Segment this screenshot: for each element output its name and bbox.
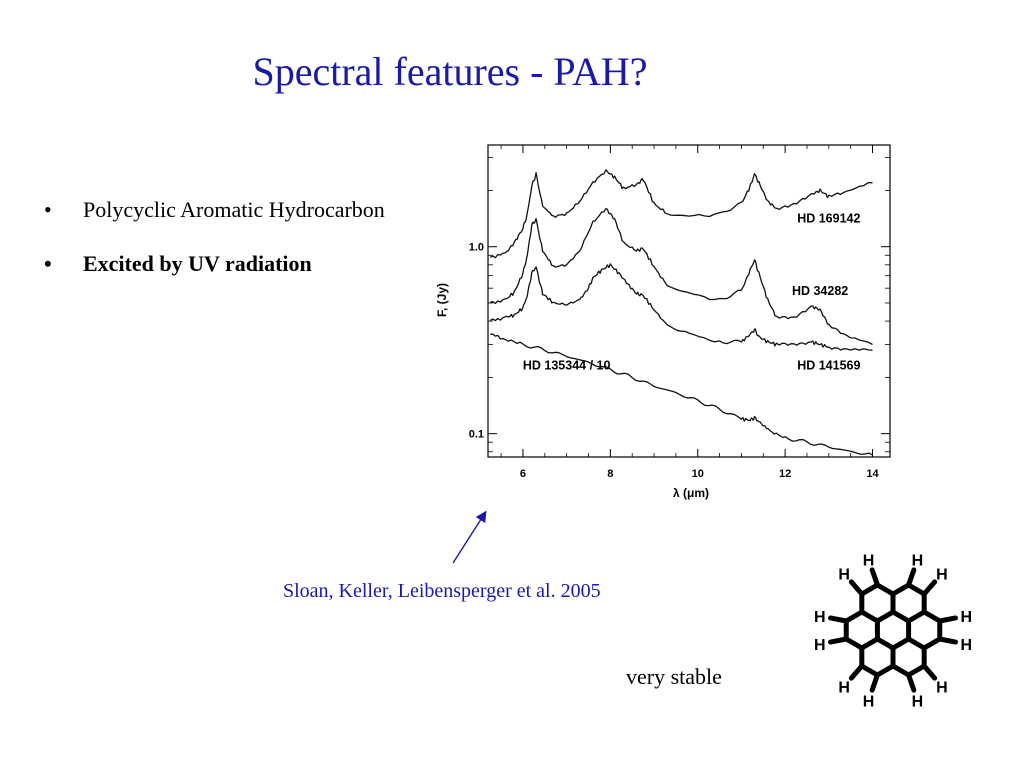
series-line-1 bbox=[489, 207, 873, 346]
bullet-text: Excited by UV radiation bbox=[83, 251, 312, 276]
c-c-bond bbox=[859, 609, 880, 624]
x-tick-label: 8 bbox=[607, 468, 613, 480]
x-axis-label: λ (μm) bbox=[673, 486, 709, 500]
bullet-text: Polycyclic Aromatic Hydrocarbon bbox=[83, 197, 385, 222]
hydrogen-atom-label: H bbox=[960, 609, 972, 626]
bullet-dot: • bbox=[44, 251, 52, 276]
series-line-0 bbox=[489, 169, 873, 259]
molecule-bonds bbox=[828, 567, 958, 693]
plot-frame bbox=[487, 144, 891, 458]
hydrogen-atom-label: H bbox=[838, 567, 850, 584]
c-h-bond bbox=[906, 672, 917, 693]
citation-arrow bbox=[452, 510, 487, 564]
c-h-bond bbox=[906, 567, 917, 588]
bullet-item-pah: • Polycyclic Aromatic Hydrocarbon bbox=[44, 196, 404, 224]
series-line-2 bbox=[489, 263, 873, 351]
hydrogen-atom-label: H bbox=[912, 694, 924, 711]
spectrum-series bbox=[489, 169, 873, 456]
c-c-bond bbox=[890, 609, 912, 624]
hydrogen-atom-label: H bbox=[936, 679, 948, 696]
slide-title-text: Spectral features - PAH? bbox=[252, 49, 648, 94]
c-c-bond bbox=[843, 609, 865, 624]
c-c-bond bbox=[921, 636, 943, 651]
hydrogen-atom-label: H bbox=[912, 552, 924, 569]
c-c-bond bbox=[874, 636, 896, 651]
hydrogen-atom-label: H bbox=[936, 567, 948, 584]
series-label: HD 141569 bbox=[797, 359, 860, 373]
c-h-bond bbox=[848, 579, 865, 597]
bullet-item-uv: • Excited by UV radiation bbox=[44, 250, 404, 278]
hydrogen-atom-label: H bbox=[814, 609, 826, 626]
x-tick-label: 12 bbox=[779, 468, 791, 480]
c-c-bond bbox=[859, 582, 880, 597]
c-h-bond bbox=[921, 663, 938, 681]
c-c-bond bbox=[874, 609, 896, 624]
c-c-bond bbox=[921, 609, 943, 624]
c-c-bond bbox=[874, 582, 896, 597]
c-c-bond bbox=[859, 636, 880, 651]
c-h-bond bbox=[828, 636, 849, 645]
c-h-bond bbox=[937, 615, 958, 624]
series-label: HD 135344 / 10 bbox=[523, 359, 611, 373]
c-h-bond bbox=[869, 567, 880, 588]
x-tick-label: 10 bbox=[692, 468, 704, 480]
c-h-bond bbox=[828, 615, 849, 624]
series-line-3 bbox=[490, 333, 873, 456]
series-label: HD 34282 bbox=[792, 284, 848, 298]
plot-border bbox=[487, 144, 891, 458]
hydrogen-atom-label: H bbox=[863, 694, 875, 711]
caption-very-stable: very stable bbox=[626, 664, 722, 689]
c-c-bond bbox=[890, 663, 912, 678]
y-tick-label: 0.1 bbox=[469, 429, 484, 441]
c-h-bond bbox=[921, 579, 938, 597]
citation: Sloan, Keller, Leibensperger et al. 2005 bbox=[283, 580, 601, 602]
c-c-bond bbox=[874, 663, 896, 678]
series-label: HD 169142 bbox=[797, 211, 860, 225]
slide-title: Spectral features - PAH? bbox=[0, 48, 860, 95]
hydrogen-atom-label: H bbox=[814, 637, 826, 654]
pah-spectrum-chart: 6 8 10 12 14 0.1 1.0 HD 169142 HD 34282 HD 14156… bbox=[435, 144, 891, 500]
bullet-list: • Polycyclic Aromatic Hydrocarbon • Exci… bbox=[44, 196, 404, 304]
hydrogen-atom-label: H bbox=[863, 552, 875, 569]
c-h-bond bbox=[869, 672, 880, 693]
c-c-bond bbox=[890, 582, 912, 597]
c-c-bond bbox=[859, 663, 880, 678]
x-tick-label: 6 bbox=[520, 468, 526, 480]
x-tick-label: 14 bbox=[866, 468, 879, 480]
c-h-bond bbox=[937, 636, 958, 645]
hydrogen-atom-label: H bbox=[838, 679, 850, 696]
hydrogen-atom-label: H bbox=[960, 637, 972, 654]
bullet-dot: • bbox=[44, 197, 52, 222]
c-c-bond bbox=[906, 636, 927, 651]
c-c-bond bbox=[906, 609, 927, 624]
axis-ticks: 6 8 10 12 14 0.1 1.0 bbox=[469, 145, 890, 480]
c-h-bond bbox=[848, 663, 865, 681]
c-c-bond bbox=[843, 636, 865, 651]
y-tick-label: 1.0 bbox=[469, 242, 484, 254]
c-c-bond bbox=[906, 582, 927, 597]
c-c-bond bbox=[906, 663, 927, 678]
series-labels: HD 169142 HD 34282 HD 141569 HD 135344 / 10 bbox=[523, 211, 861, 372]
y-axis-label: F, (Jy) bbox=[435, 283, 449, 317]
c-c-bond bbox=[890, 636, 912, 651]
